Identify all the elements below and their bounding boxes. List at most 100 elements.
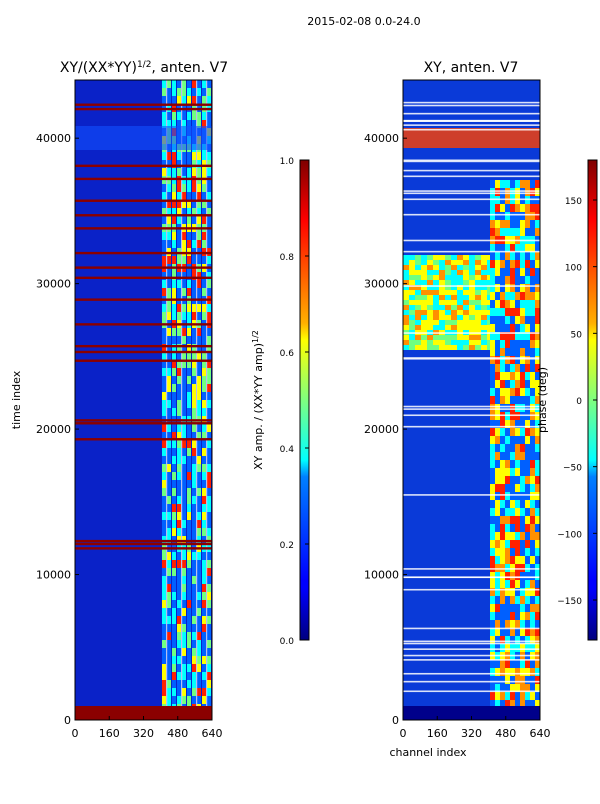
heatmap-cell — [457, 315, 463, 320]
heatmap-cell — [490, 532, 495, 540]
heatmap-cell — [177, 592, 181, 600]
heatmap-cell — [515, 212, 520, 220]
heatmap-cell — [207, 200, 211, 208]
heatmap-cell — [177, 696, 181, 704]
heatmap-cell — [427, 285, 433, 290]
heatmap-cell — [167, 480, 171, 488]
heatmap-cell — [197, 168, 201, 176]
heatmap-cell — [197, 464, 201, 472]
heatmap-cell — [182, 152, 186, 160]
heatmap-cell — [495, 508, 500, 516]
heatmap-cell — [490, 372, 495, 380]
heatmap-cell — [475, 285, 481, 290]
heatmap-cell — [463, 270, 469, 275]
saturated-row — [75, 266, 212, 269]
heatmap-cell — [510, 604, 515, 612]
heatmap-cell — [451, 255, 457, 260]
heatmap-cell — [520, 476, 525, 484]
heatmap-cell — [535, 484, 540, 492]
heatmap-cell — [530, 324, 535, 332]
heatmap-cell — [202, 304, 206, 312]
heatmap-cell — [515, 548, 520, 556]
heatmap-cell — [167, 520, 171, 528]
heatmap-cell — [197, 504, 201, 512]
heatmap-cell — [505, 316, 510, 324]
heatmap-cell — [530, 180, 535, 188]
heatmap-cell — [427, 300, 433, 305]
heatmap-cell — [495, 252, 500, 260]
heatmap-cell — [490, 628, 495, 636]
heatmap-cell — [500, 452, 505, 460]
heatmap-cell — [530, 220, 535, 228]
heatmap-cell — [192, 168, 196, 176]
heatmap-cell — [182, 664, 186, 672]
heatmap-cell — [172, 664, 176, 672]
heatmap-cell — [187, 168, 191, 176]
heatmap-cell — [207, 240, 211, 248]
heatmap-cell — [202, 280, 206, 288]
heatmap-cell — [177, 400, 181, 408]
figure-suptitle: 2015-02-08 0.0-24.0 — [307, 15, 420, 28]
heatmap-cell — [445, 275, 451, 280]
heatmap-cell — [415, 300, 421, 305]
heatmap-cell — [192, 504, 196, 512]
heatmap-cell — [481, 260, 487, 265]
heatmap-cell — [515, 452, 520, 460]
heatmap-cell — [515, 676, 520, 684]
heatmap-cell — [530, 628, 535, 636]
heatmap-cell — [515, 476, 520, 484]
heatmap-cell — [515, 396, 520, 404]
heatmap-cell — [490, 644, 495, 652]
heatmap-cell — [481, 285, 487, 290]
flag-row — [403, 190, 540, 192]
heatmap-cell — [197, 312, 201, 320]
heatmap-cell — [500, 468, 505, 476]
heatmap-cell — [535, 244, 540, 252]
heatmap-cell — [177, 352, 181, 360]
heatmap-cell — [192, 280, 196, 288]
heatmap-cell — [167, 96, 171, 104]
heatmap-cell — [192, 200, 196, 208]
flag-row — [403, 648, 540, 650]
heatmap-cell — [202, 368, 206, 376]
heatmap-cell — [505, 636, 510, 644]
heatmap-cell — [500, 700, 505, 708]
heatmap-cell — [490, 364, 495, 372]
heatmap-cell — [167, 232, 171, 240]
heatmap-cell — [520, 332, 525, 340]
heatmap-cell — [409, 265, 415, 270]
heatmap-cell — [530, 364, 535, 372]
heatmap-cell — [207, 456, 211, 464]
saturated-row — [75, 214, 212, 217]
heatmap-cell — [187, 632, 191, 640]
heatmap-cell — [515, 276, 520, 284]
heatmap-cell — [490, 260, 495, 268]
heatmap-cell — [525, 340, 530, 348]
heatmap-cell — [207, 520, 211, 528]
heatmap-cell — [192, 608, 196, 616]
heatmap-cell — [490, 484, 495, 492]
heatmap-cell — [177, 336, 181, 344]
heatmap-cell — [530, 260, 535, 268]
y-tick-label: 10000 — [364, 569, 399, 582]
heatmap-cell — [182, 456, 186, 464]
heatmap-cell — [197, 240, 201, 248]
heatmap-cell — [433, 310, 439, 315]
heatmap-cell — [177, 280, 181, 288]
heatmap-cell — [167, 576, 171, 584]
heatmap-cell — [187, 192, 191, 200]
heatmap-cell — [182, 528, 186, 536]
heatmap-cell — [505, 572, 510, 580]
heatmap-cell — [530, 212, 535, 220]
heatmap-cell — [433, 265, 439, 270]
heatmap-cell — [445, 305, 451, 310]
heatmap-cell — [177, 96, 181, 104]
heatmap-cell — [525, 484, 530, 492]
heatmap-cell — [525, 700, 530, 708]
heatmap-cell — [463, 305, 469, 310]
heatmap-cell — [520, 444, 525, 452]
heatmap-cell — [167, 656, 171, 664]
heatmap-cell — [535, 676, 540, 684]
heatmap-cell — [177, 512, 181, 520]
heatmap-cell — [162, 392, 166, 400]
